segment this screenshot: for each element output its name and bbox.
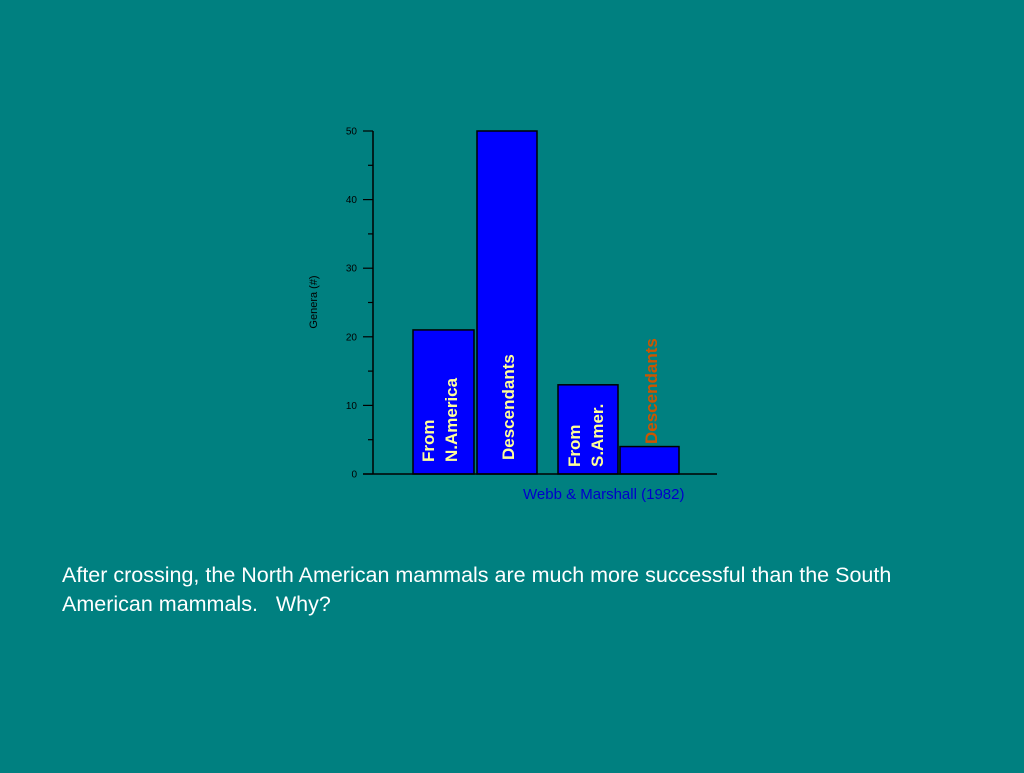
y-tick-label: 20 bbox=[346, 332, 358, 343]
y-tick-label: 10 bbox=[346, 401, 358, 412]
bar bbox=[557, 384, 619, 475]
bar bbox=[476, 130, 538, 475]
bar bbox=[412, 329, 475, 475]
bar-label: N.America bbox=[442, 377, 461, 462]
y-tick-label: 0 bbox=[351, 470, 357, 481]
y-tick-label: 30 bbox=[346, 264, 358, 275]
caption-text: After crossing, the North American mamma… bbox=[62, 563, 897, 616]
y-tick-label: 40 bbox=[346, 195, 358, 206]
y-tick-label: 50 bbox=[346, 127, 358, 138]
bar-label: S.Amer. bbox=[588, 404, 607, 467]
bar-label: From bbox=[565, 425, 584, 468]
bar-label: From bbox=[419, 420, 438, 463]
bar bbox=[619, 445, 680, 475]
y-axis-title: Genera (#) bbox=[308, 275, 320, 328]
bar-label: Descendants bbox=[642, 338, 661, 444]
bar-label: Descendants bbox=[499, 354, 518, 460]
source-citation: Webb & Marshall (1982) bbox=[523, 486, 684, 503]
